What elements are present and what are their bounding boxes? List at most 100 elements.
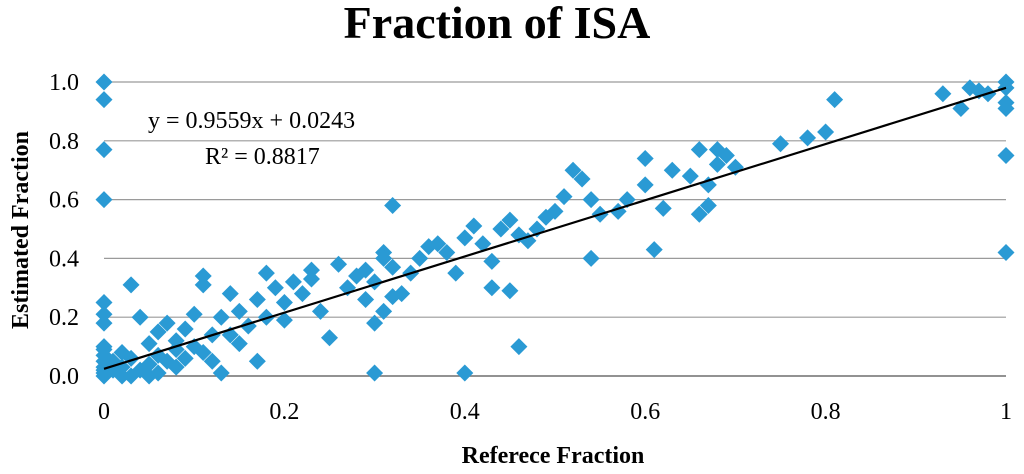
data-point	[997, 147, 1015, 164]
data-point	[176, 320, 194, 338]
x-tick-label: 0.8	[811, 399, 841, 425]
trendline-group	[103, 86, 1007, 370]
y-tick-label: 0.4	[49, 246, 79, 272]
data-point	[95, 141, 113, 159]
data-point	[284, 273, 302, 291]
data-point	[817, 123, 835, 141]
data-point	[654, 199, 672, 217]
data-point	[140, 335, 158, 353]
data-point	[384, 288, 402, 306]
data-point	[302, 270, 320, 288]
y-tick-label: 0.0	[49, 364, 79, 390]
data-point	[447, 264, 465, 282]
data-point	[95, 191, 113, 209]
data-point	[510, 338, 528, 356]
data-point	[384, 258, 402, 276]
data-point	[717, 147, 735, 164]
data-point	[194, 267, 212, 285]
data-point	[230, 302, 248, 320]
data-point	[663, 161, 681, 179]
data-point	[212, 364, 230, 382]
gridlines	[104, 81, 1006, 318]
data-point	[275, 311, 293, 329]
data-point	[194, 276, 212, 294]
data-point	[501, 211, 519, 229]
data-point	[357, 291, 375, 309]
data-point	[636, 149, 654, 167]
data-point	[158, 314, 176, 332]
data-point	[302, 261, 320, 279]
data-point	[366, 314, 384, 332]
data-point	[375, 249, 393, 267]
data-point	[95, 341, 113, 359]
data-point	[131, 308, 149, 326]
data-point	[699, 196, 717, 214]
data-point	[934, 85, 952, 103]
data-point	[483, 252, 501, 270]
x-tick-label: 0.2	[269, 399, 299, 425]
x-tick-labels: 0 0.2 0.4 0.6 0.8 1	[98, 399, 1012, 425]
data-point	[438, 244, 456, 262]
data-point	[293, 285, 311, 303]
x-tick-label: 0	[98, 399, 110, 425]
data-point	[465, 217, 483, 235]
y-tick-label: 0.6	[49, 188, 79, 214]
data-point	[690, 205, 708, 223]
data-point	[330, 255, 348, 273]
data-point	[194, 343, 212, 361]
data-point	[95, 305, 113, 323]
data-point	[456, 229, 474, 247]
data-point	[203, 352, 221, 370]
y-axis-title: Estimated Fraction	[8, 131, 34, 329]
data-point	[690, 141, 708, 159]
data-point	[95, 314, 113, 332]
data-point	[311, 302, 329, 320]
data-point	[772, 135, 789, 153]
data-point	[636, 176, 654, 194]
data-point	[411, 249, 429, 267]
data-point	[212, 308, 230, 326]
data-point	[167, 358, 185, 376]
r-squared-label: R² = 0.8817	[205, 144, 320, 170]
x-tick-label: 0.6	[630, 399, 660, 425]
data-point	[546, 202, 564, 220]
data-point	[230, 335, 248, 353]
data-point	[248, 291, 266, 309]
y-tick-label: 0.2	[49, 305, 79, 331]
data-point	[555, 188, 573, 206]
data-point	[95, 294, 113, 311]
data-point	[474, 235, 492, 253]
trendline-equation: y = 0.9559x + 0.0243	[148, 108, 355, 134]
data-point	[185, 305, 203, 323]
data-point	[176, 349, 194, 367]
data-point	[573, 170, 591, 188]
x-axis-title: Referece Fraction	[462, 443, 645, 469]
data-point	[375, 302, 393, 320]
data-point	[456, 364, 474, 382]
trendline	[103, 86, 1007, 370]
y-tick-labels: 0.0 0.2 0.4 0.6 0.8 1.0	[49, 70, 79, 390]
data-point	[501, 282, 519, 300]
data-point	[799, 129, 817, 147]
data-point	[826, 91, 844, 109]
data-point	[645, 241, 663, 259]
data-point	[997, 94, 1015, 112]
data-point	[266, 279, 284, 297]
data-point	[95, 73, 113, 91]
data-point	[582, 191, 600, 209]
x-tick-label: 1	[1000, 399, 1012, 425]
data-point	[384, 196, 402, 214]
data-point	[248, 352, 266, 370]
y-tick-label: 0.8	[49, 129, 79, 155]
data-point	[140, 355, 158, 373]
data-point	[95, 91, 113, 109]
data-point	[321, 329, 338, 347]
data-point	[997, 244, 1015, 262]
data-point	[221, 285, 239, 303]
data-point	[699, 176, 717, 194]
x-tick-label: 0.4	[450, 399, 480, 425]
data-point	[113, 367, 131, 385]
data-point	[357, 261, 375, 279]
data-point	[366, 364, 384, 382]
